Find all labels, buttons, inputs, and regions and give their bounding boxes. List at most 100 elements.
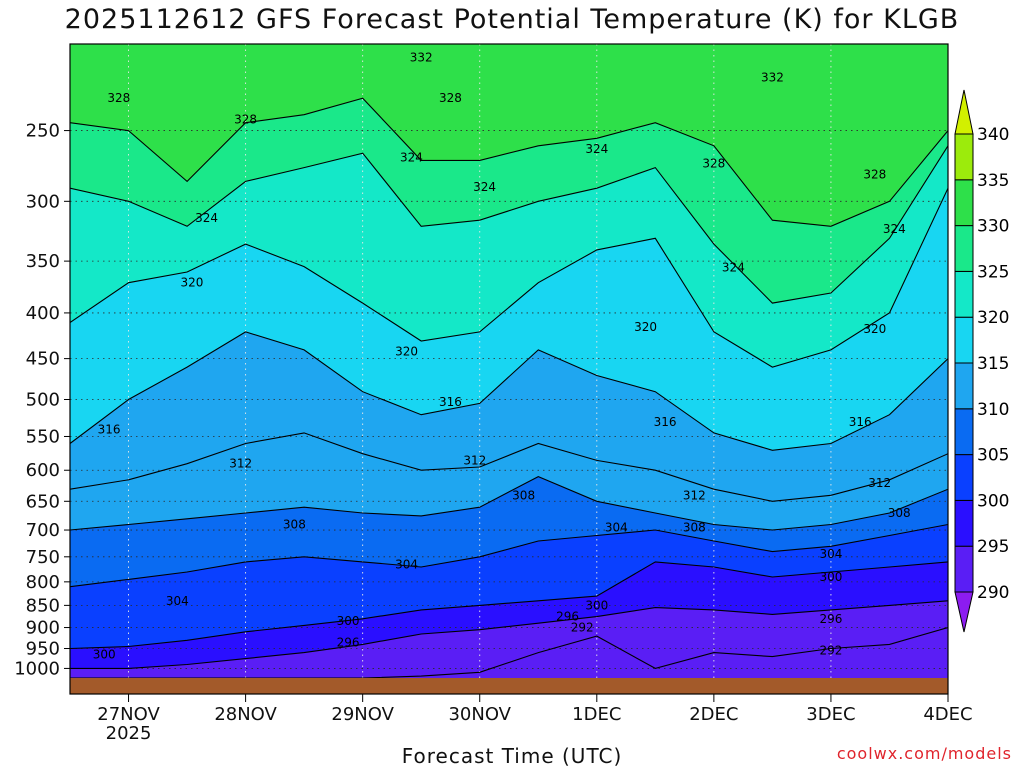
- contour-label: 292: [571, 621, 594, 635]
- contour-label: 328: [702, 156, 725, 170]
- contour-label: 320: [863, 322, 886, 336]
- contour-label: 328: [863, 168, 886, 182]
- y-tick-label: 350: [26, 251, 60, 272]
- colorbar-segment: [954, 225, 974, 272]
- contour-label: 304: [395, 557, 418, 571]
- contour-label: 332: [410, 50, 433, 64]
- contour-label: 300: [819, 570, 842, 584]
- y-tick-label: 850: [26, 595, 60, 616]
- ground-surface: [70, 678, 948, 694]
- contour-label: 320: [395, 345, 418, 359]
- isentrope-324: [70, 145, 948, 304]
- colorbar-label: 320: [977, 308, 1009, 328]
- colorbar-segment: [954, 499, 974, 547]
- y-tick-label: 700: [26, 520, 60, 541]
- contour-label: 328: [107, 91, 130, 105]
- y-tick-label: 800: [26, 572, 60, 593]
- contour-label: 296: [556, 610, 579, 624]
- contour-label: 324: [400, 151, 423, 165]
- isentrope-328: [70, 97, 948, 227]
- y-tick-label: 300: [26, 191, 60, 212]
- isentrope-300: [70, 561, 948, 650]
- contour-label: 324: [473, 180, 496, 194]
- x-tick-label: 30NOV: [448, 704, 511, 725]
- isentrope-308: [70, 475, 948, 531]
- isentrope-292: [70, 626, 948, 678]
- contour-label: 300: [585, 598, 608, 612]
- colorbar-segment: [954, 133, 974, 181]
- colorbar-segment: [954, 270, 974, 318]
- contour-label: 308: [283, 517, 306, 531]
- contour-label: 332: [761, 70, 784, 84]
- contour-label: 300: [93, 648, 116, 662]
- colorbar-extend-high: [954, 89, 974, 135]
- plot-frame: [69, 43, 949, 695]
- contour-label: 328: [234, 113, 257, 127]
- contour-label: 308: [888, 506, 911, 520]
- colorbar-extend-low: [954, 591, 974, 633]
- chart-title: 2025112612 GFS Forecast Potential Temper…: [64, 4, 960, 35]
- contour-label: 324: [722, 261, 745, 275]
- y-tick-label: 250: [26, 121, 60, 142]
- colorbar-segment: [954, 408, 974, 456]
- isentrope-320: [70, 187, 948, 368]
- contour-labels: 332 332 328 328 328 328 328 324 324 324 324 324 324 3…: [93, 50, 911, 661]
- colorbar-label: 290: [977, 583, 1009, 603]
- source-credit: coolwx.com/models: [836, 744, 1012, 763]
- filled-contours: [70, 44, 948, 678]
- colorbar-label: 335: [977, 171, 1009, 191]
- y-tick-label: 750: [26, 547, 60, 568]
- x-tick-label: 1DEC: [572, 704, 621, 725]
- contour-label: 320: [634, 320, 657, 334]
- x-tick-sublabel: 2025: [106, 723, 152, 744]
- contour-label: 312: [683, 488, 706, 502]
- contour-lines: [70, 97, 948, 678]
- y-axis: 2503003504004505005506006507007508008509…: [14, 121, 70, 679]
- x-tick-label: 4DEC: [923, 704, 972, 725]
- y-tick-label: 900: [26, 618, 60, 639]
- colorbar-label: 315: [977, 354, 1009, 374]
- contour-label: 300: [337, 614, 360, 628]
- contour-label: 308: [512, 488, 535, 502]
- contour-label: 296: [819, 612, 842, 626]
- y-tick-label: 550: [26, 426, 60, 447]
- colorbar-label: 325: [977, 262, 1009, 282]
- x-tick-label: 29NOV: [331, 704, 394, 725]
- y-tick-label: 450: [26, 349, 60, 370]
- contour-label: 292: [819, 644, 842, 658]
- contour-label: 316: [849, 415, 872, 429]
- colorbar-segment: [954, 362, 974, 410]
- contour-label: 324: [195, 211, 218, 225]
- x-tick-label: 27NOV: [97, 704, 160, 725]
- colorbar: 290 295 300 305 310 315 320 325 330 335 340: [954, 89, 1009, 633]
- isentrope-296: [70, 600, 948, 669]
- colorbar-label: 310: [977, 400, 1009, 420]
- contour-label: 324: [585, 142, 608, 156]
- contour-label: 312: [868, 476, 891, 490]
- y-tick-label: 950: [26, 639, 60, 660]
- y-tick-label: 400: [26, 303, 60, 324]
- contour-label: 296: [337, 635, 360, 649]
- contour-label: 304: [819, 547, 842, 561]
- y-tick-label: 650: [26, 491, 60, 512]
- colorbar-segment: [954, 179, 974, 227]
- isentrope-316: [70, 331, 948, 451]
- isentrope-304: [70, 523, 948, 588]
- x-axis-label: Forecast Time (UTC): [401, 744, 623, 768]
- contour-label: 304: [166, 594, 189, 608]
- contour-label: 316: [654, 415, 677, 429]
- y-tick-label: 500: [26, 389, 60, 410]
- contour-label: 328: [439, 91, 462, 105]
- isentrope-312: [70, 432, 948, 502]
- colorbar-label: 340: [977, 125, 1009, 145]
- x-tick-label: 2DEC: [689, 704, 738, 725]
- colorbar-label: 330: [977, 217, 1009, 237]
- contour-label: 312: [463, 453, 486, 467]
- contour-label: 320: [180, 276, 203, 290]
- contour-label: 324: [883, 222, 906, 236]
- colorbar-label: 300: [977, 491, 1009, 511]
- band-292: [70, 627, 948, 678]
- colorbar-segment: [954, 454, 974, 501]
- colorbar-label: 305: [977, 446, 1009, 466]
